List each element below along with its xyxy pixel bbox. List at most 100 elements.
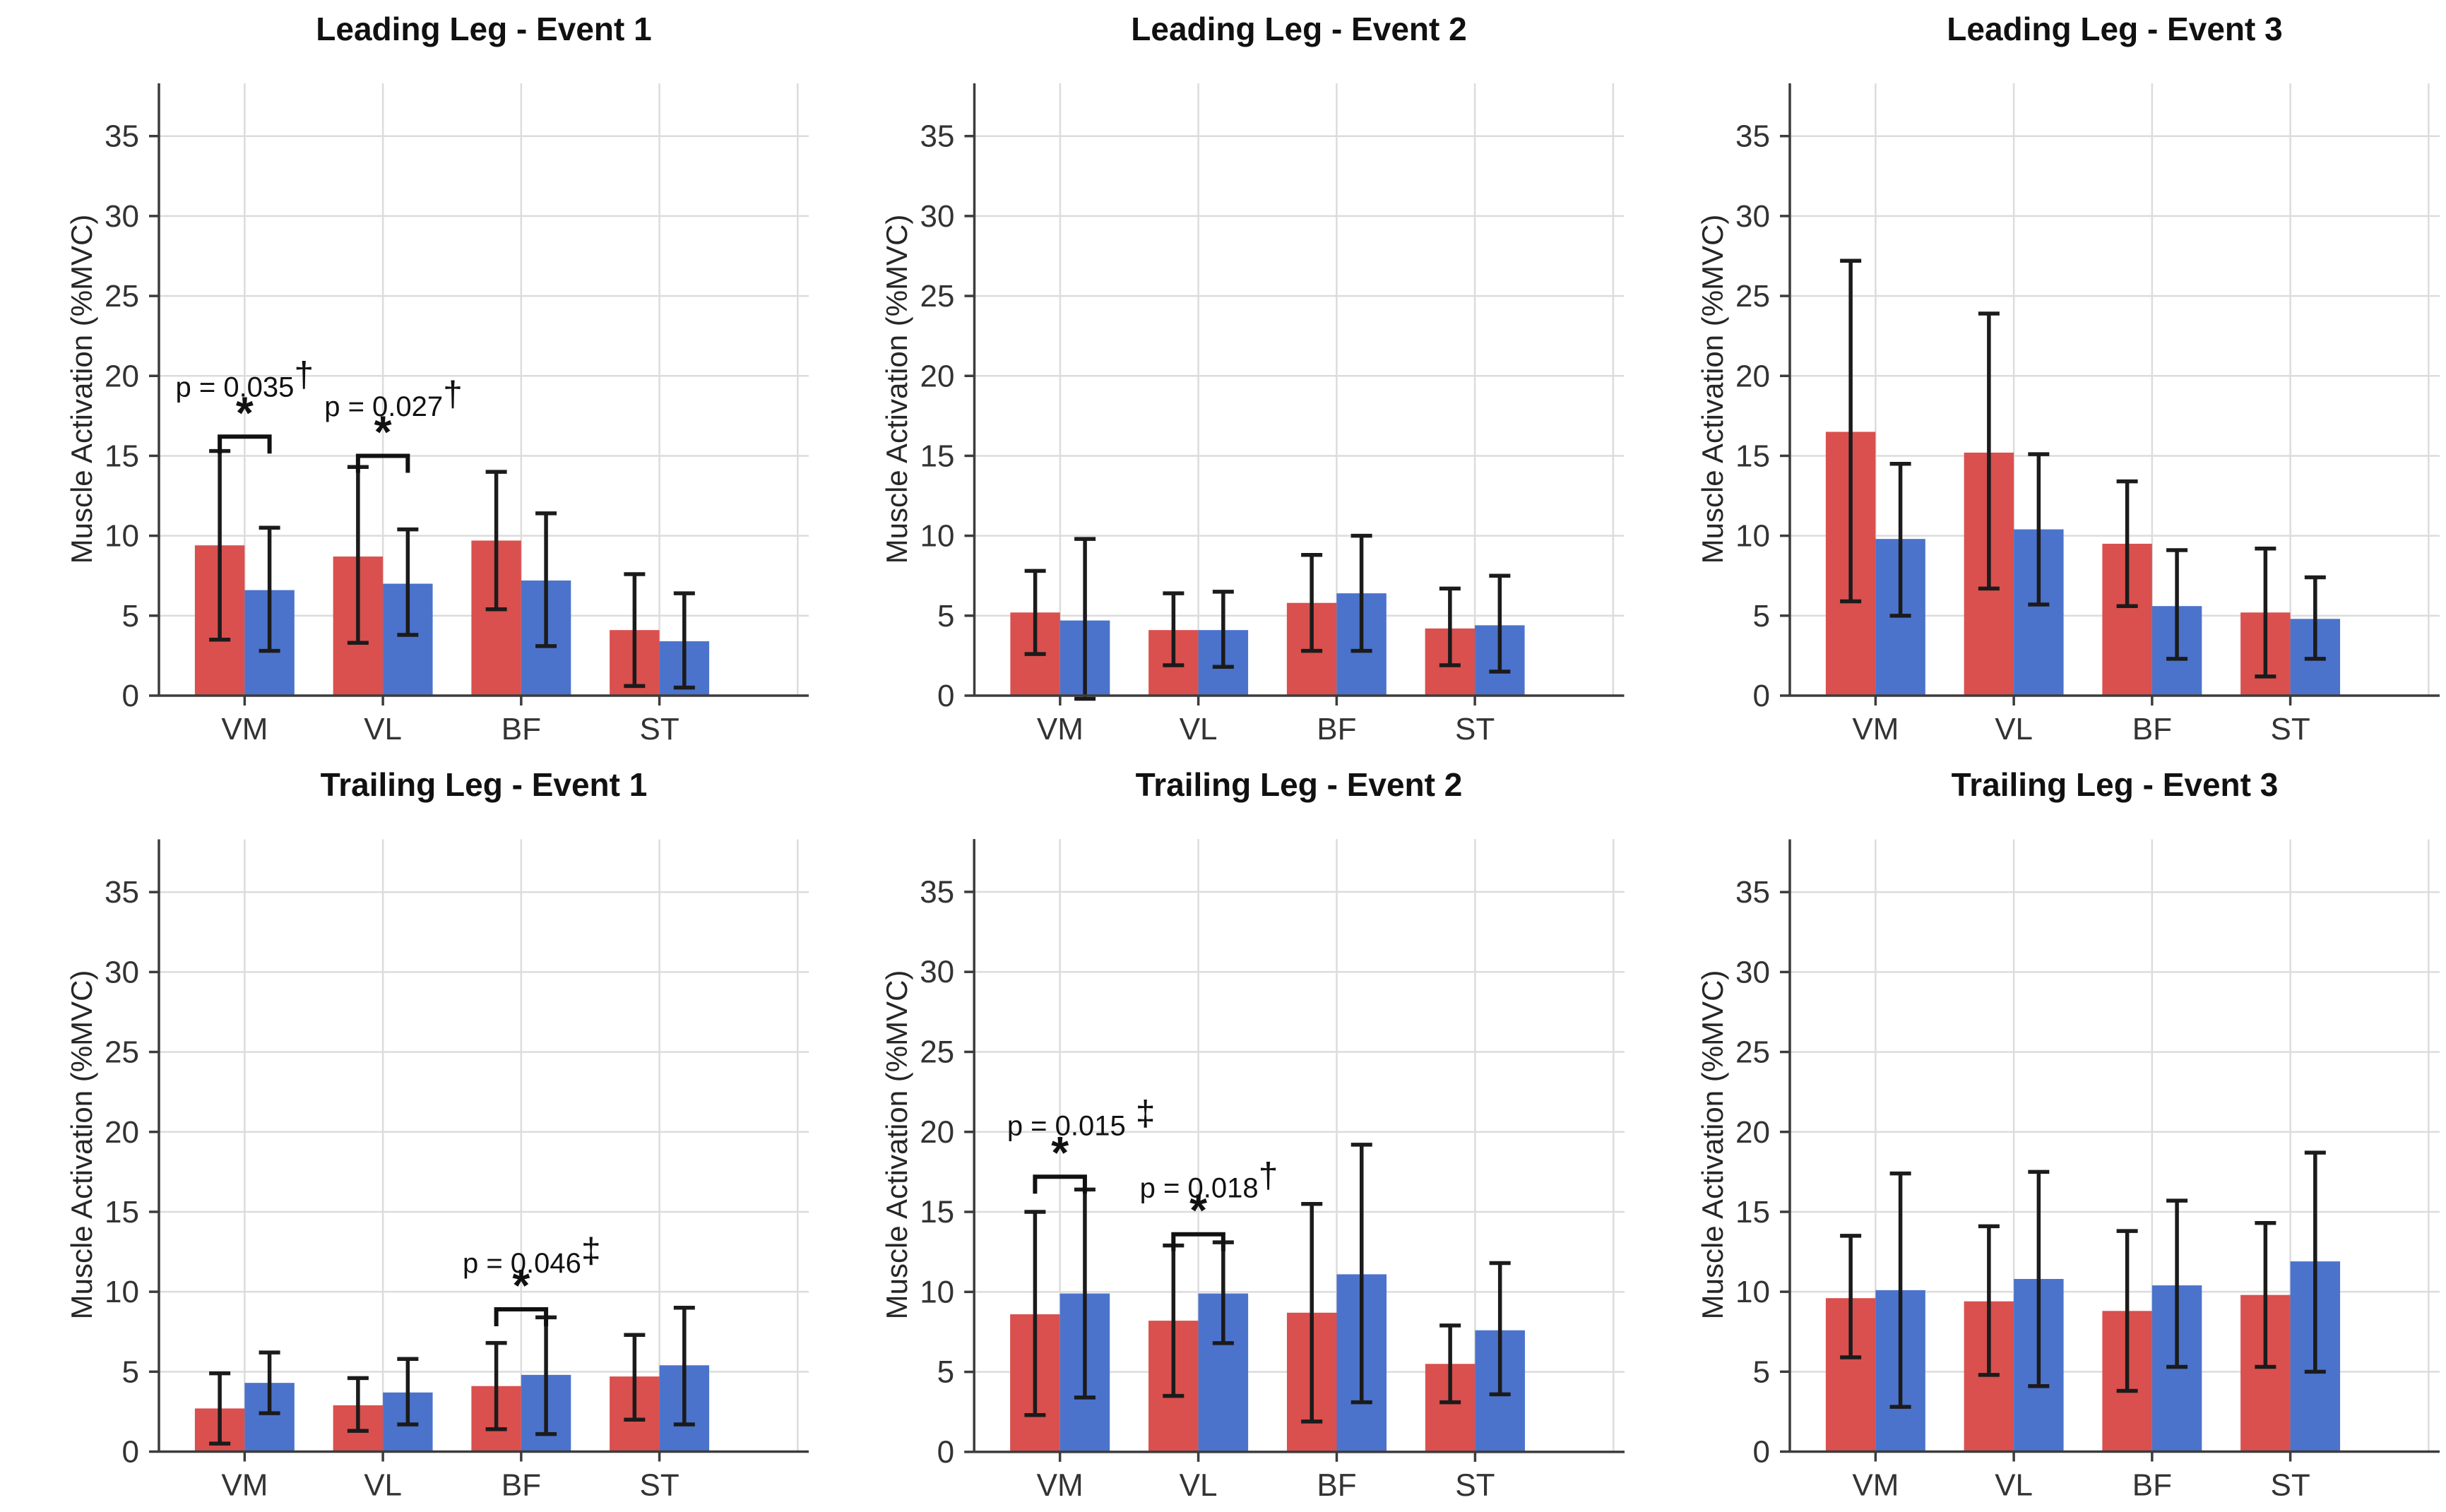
svg-text:35: 35 xyxy=(1735,875,1770,910)
svg-text:20: 20 xyxy=(1735,1115,1770,1150)
chart-leading-leg-event-3: 0 5 10 15 20 25 30 35 VM VL BF ST xyxy=(1735,83,2440,746)
svg-text:BF: BF xyxy=(1317,712,1356,746)
svg-text:VM: VM xyxy=(1037,712,1084,746)
svg-text:30: 30 xyxy=(920,955,954,989)
svg-text:VM: VM xyxy=(1852,712,1899,746)
svg-text:p = 0.015 ‡: p = 0.015 ‡ xyxy=(1007,1093,1156,1141)
svg-text:5: 5 xyxy=(122,599,139,633)
svg-text:10: 10 xyxy=(920,519,955,554)
svg-text:25: 25 xyxy=(105,279,139,314)
svg-text:ST: ST xyxy=(2270,712,2310,746)
svg-text:15: 15 xyxy=(1735,439,1770,473)
subplot-trailing-leg-event-3: 0 5 10 15 20 25 30 35 VM VL BF ST Trailing Leg - Ev… xyxy=(1631,756,2446,1512)
y-axis-label: Muscle Activation (%MVC) xyxy=(880,214,913,564)
svg-text:VL: VL xyxy=(1995,712,2033,746)
svg-text:25: 25 xyxy=(920,1035,954,1069)
svg-text:10: 10 xyxy=(105,1275,139,1309)
svg-text:30: 30 xyxy=(1735,955,1770,989)
svg-text:VL: VL xyxy=(364,1468,402,1503)
svg-text:0: 0 xyxy=(1753,1435,1770,1470)
svg-text:15: 15 xyxy=(105,439,139,473)
svg-text:0: 0 xyxy=(122,679,139,713)
svg-text:*: * xyxy=(512,1260,530,1311)
svg-text:VL: VL xyxy=(1180,1468,1218,1503)
svg-text:VM: VM xyxy=(1037,1468,1084,1503)
svg-text:ST: ST xyxy=(1455,712,1495,746)
y-axis-label: Muscle Activation (%MVC) xyxy=(1696,970,1729,1320)
svg-text:BF: BF xyxy=(1317,1468,1356,1503)
svg-text:35: 35 xyxy=(105,875,139,910)
svg-text:20: 20 xyxy=(920,1115,954,1150)
subplot-title: Leading Leg - Event 3 xyxy=(1947,11,2283,47)
subplot-title: Trailing Leg - Event 1 xyxy=(320,766,648,803)
svg-text:*: * xyxy=(1051,1127,1069,1178)
subplot-leading-leg-event-2: 0 5 10 15 20 25 30 35 VM VL BF ST Leading Leg - Eve… xyxy=(815,0,1631,756)
svg-text:35: 35 xyxy=(105,119,139,154)
svg-text:p = 0.018†: p = 0.018† xyxy=(1140,1156,1278,1204)
svg-text:25: 25 xyxy=(1735,279,1770,314)
svg-text:10: 10 xyxy=(1735,519,1770,554)
svg-text:*: * xyxy=(374,406,392,457)
svg-text:ST: ST xyxy=(639,712,679,746)
svg-text:BF: BF xyxy=(2132,1468,2172,1503)
svg-text:VM: VM xyxy=(221,712,268,746)
page-title: Leading Leg - Event 1 xyxy=(316,11,652,47)
y-axis-label: Muscle Activation (%MVC) xyxy=(65,970,98,1320)
svg-text:0: 0 xyxy=(122,1435,139,1470)
svg-text:30: 30 xyxy=(920,199,955,234)
svg-text:BF: BF xyxy=(2132,712,2172,746)
svg-text:5: 5 xyxy=(1753,1355,1770,1389)
svg-text:p = 0.027†: p = 0.027† xyxy=(324,374,463,422)
subplot-leading-leg-event-3: 0 5 10 15 20 25 30 35 VM VL BF ST Leading Leg - Eve… xyxy=(1631,0,2446,756)
y-axis-label: Muscle Activation (%MVC) xyxy=(1696,214,1729,564)
chart-leading-leg-event-2: 0 5 10 15 20 25 30 35 VM VL BF ST xyxy=(920,83,1625,746)
subplot-title: Trailing Leg - Event 3 xyxy=(1951,766,2279,803)
svg-text:ST: ST xyxy=(639,1468,679,1503)
svg-text:0: 0 xyxy=(937,679,954,713)
y-axis-label: Muscle Activation (%MVC) xyxy=(65,214,98,564)
svg-text:BF: BF xyxy=(501,712,541,746)
svg-text:35: 35 xyxy=(920,119,955,154)
chart-trailing-leg-event-3: 0 5 10 15 20 25 30 35 VM VL BF ST xyxy=(1735,839,2440,1503)
svg-text:35: 35 xyxy=(920,875,954,910)
svg-text:VL: VL xyxy=(1995,1468,2033,1503)
svg-text:15: 15 xyxy=(105,1195,139,1230)
svg-text:20: 20 xyxy=(1735,359,1770,393)
svg-text:ST: ST xyxy=(1455,1468,1495,1503)
svg-text:30: 30 xyxy=(105,955,139,989)
svg-text:25: 25 xyxy=(105,1035,139,1070)
svg-text:15: 15 xyxy=(920,439,955,473)
subplot-trailing-leg-event-2: 0 5 10 15 20 25 30 35 VM VL BF ST * p = 0.015 ‡ * p = 0… xyxy=(815,756,1631,1512)
subplot-title: Leading Leg - Event 2 xyxy=(1131,11,1467,47)
chart-trailing-leg-event-1: 0 5 10 15 20 25 30 35 VM VL BF ST *p = 0.046‡ xyxy=(105,839,809,1503)
svg-text:30: 30 xyxy=(105,199,139,234)
y-axis-label: Muscle Activation (%MVC) xyxy=(880,970,913,1320)
svg-text:*: * xyxy=(236,387,254,438)
svg-text:VM: VM xyxy=(1852,1468,1899,1503)
svg-text:*: * xyxy=(1189,1185,1207,1236)
svg-text:30: 30 xyxy=(1735,199,1770,234)
svg-text:p = 0.046‡: p = 0.046‡ xyxy=(463,1231,601,1279)
svg-text:25: 25 xyxy=(920,279,955,314)
svg-text:VM: VM xyxy=(221,1468,268,1503)
subplot-leading-leg-event-1: 0 5 10 15 20 25 30 35 VM VL BF ST * p = 0.035† * p = 0.… xyxy=(0,0,815,756)
svg-text:VL: VL xyxy=(1180,712,1218,746)
svg-text:10: 10 xyxy=(1735,1275,1770,1309)
svg-text:0: 0 xyxy=(1753,679,1770,713)
subplot-title: Trailing Leg - Event 2 xyxy=(1135,766,1463,803)
svg-text:10: 10 xyxy=(920,1275,954,1309)
svg-text:20: 20 xyxy=(105,359,139,393)
svg-text:5: 5 xyxy=(122,1355,139,1389)
svg-text:20: 20 xyxy=(105,1115,139,1150)
svg-text:35: 35 xyxy=(1735,119,1770,154)
svg-text:10: 10 xyxy=(105,519,139,554)
svg-text:25: 25 xyxy=(1735,1035,1770,1070)
svg-text:ST: ST xyxy=(2270,1468,2310,1503)
svg-text:VL: VL xyxy=(364,712,402,746)
svg-text:15: 15 xyxy=(1735,1195,1770,1230)
svg-text:15: 15 xyxy=(920,1195,954,1230)
svg-text:5: 5 xyxy=(1753,599,1770,633)
